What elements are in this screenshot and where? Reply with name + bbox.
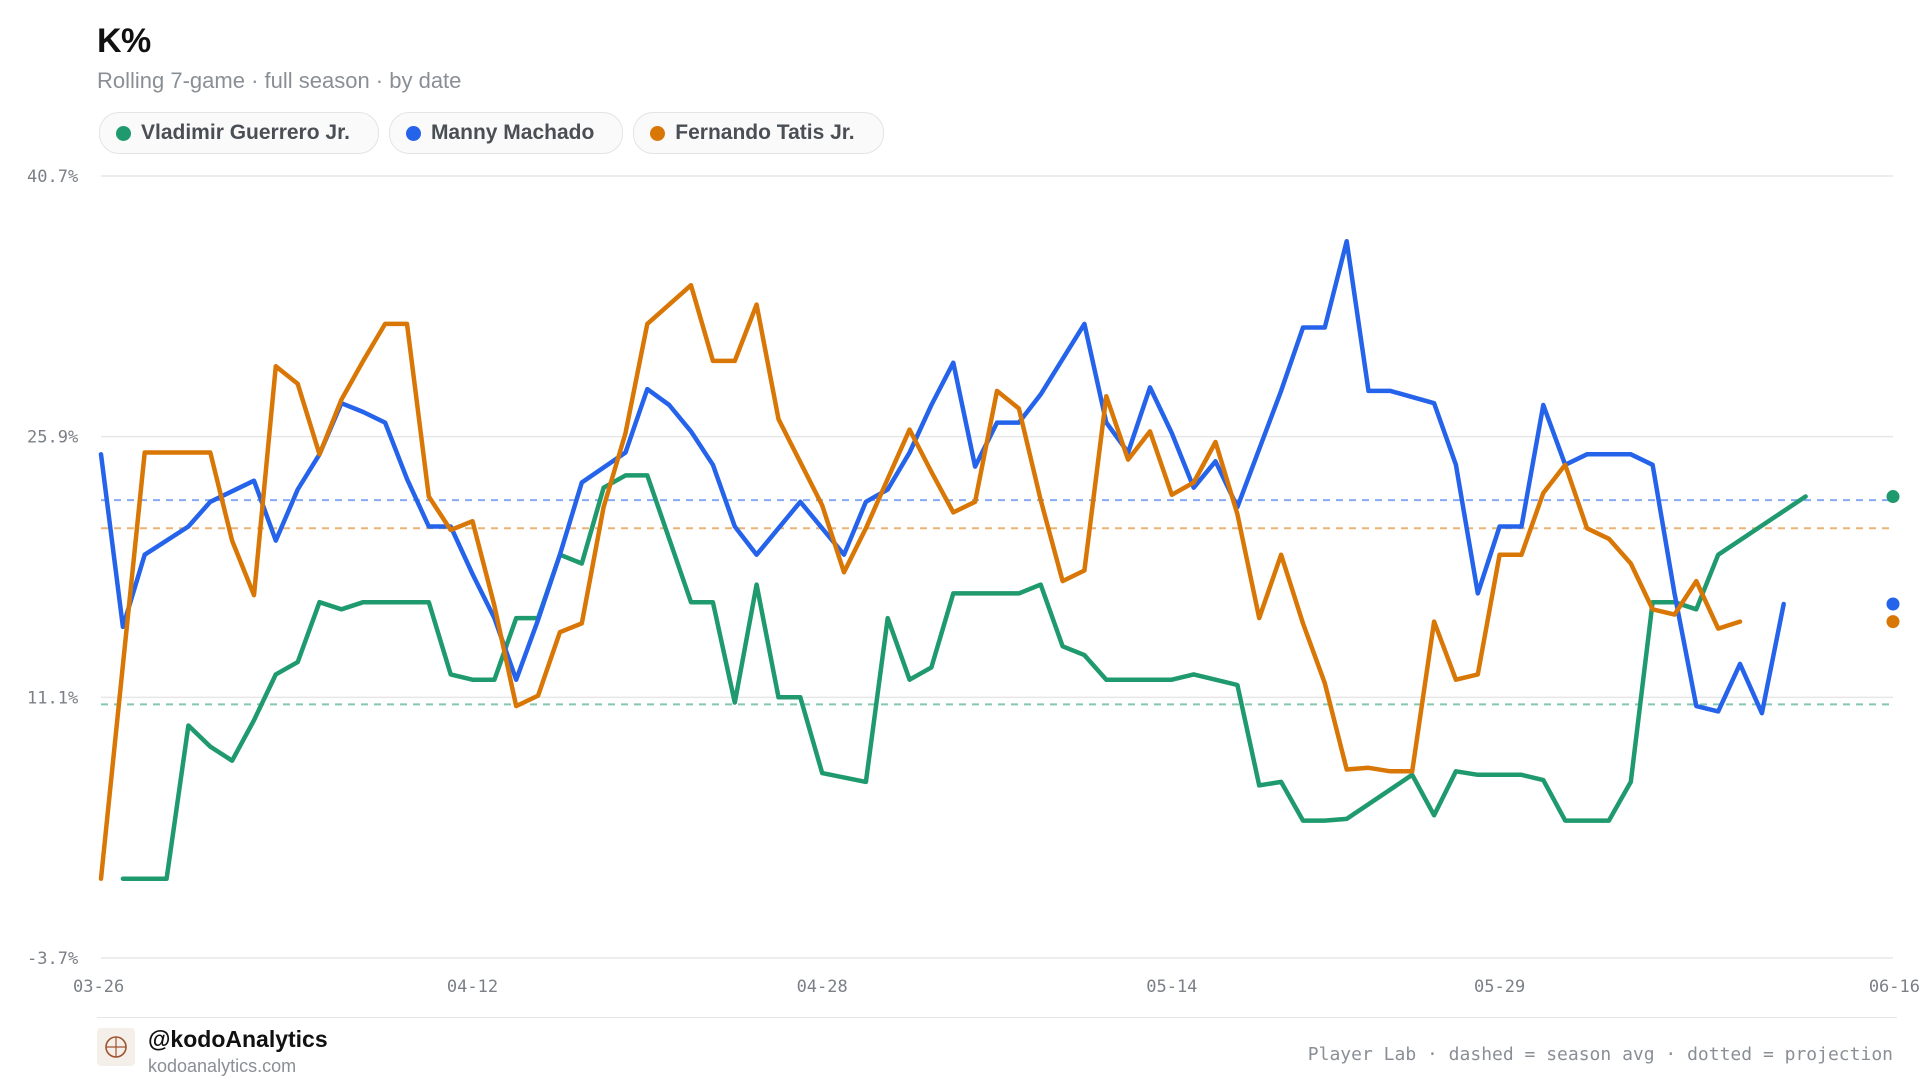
legend-item-tatis[interactable]: Fernando Tatis Jr.	[633, 112, 884, 154]
series-layer	[98, 238, 1900, 881]
legend-item-guerrero[interactable]: Vladimir Guerrero Jr.	[99, 112, 379, 154]
brand-site[interactable]: kodoanalytics.com	[148, 1056, 297, 1076]
legend-item-machado[interactable]: Manny Machado	[388, 112, 624, 154]
y-tick-label: 40.7%	[27, 167, 78, 187]
x-tick-label: 04-12	[447, 977, 498, 997]
legend-dot-guerrero	[116, 125, 131, 141]
series-line-0[interactable]	[120, 473, 1808, 881]
legend: Vladimir Guerrero Jr. Manny Machado Fern…	[99, 112, 884, 154]
legend-dot-tatis	[650, 125, 666, 141]
tick-layer: 40.7% 25.9% 11.1% -3.7% 03-26 04-12 04-28 05-14…	[27, 167, 1920, 997]
grid-layer	[101, 175, 1893, 959]
brand-logo	[97, 1028, 135, 1066]
chart-note: Player Lab · dashed = season avg · dotte…	[1307, 1044, 1893, 1065]
footer-divider	[97, 1017, 1897, 1018]
crosshair-icon	[105, 1036, 127, 1058]
legend-label: Fernando Tatis Jr.	[675, 121, 855, 144]
brand-handle[interactable]: @kodoAnalytics	[148, 1026, 328, 1052]
series-end-point-2[interactable]	[1886, 615, 1900, 629]
y-tick-label: 11.1%	[27, 688, 78, 708]
series-line-1[interactable]	[98, 238, 1786, 716]
chart-subtitle: Rolling 7-game · full season · by date	[97, 68, 462, 93]
line-chart: 40.7% 25.9% 11.1% -3.7% 03-26 04-12 04-28 05-14…	[27, 167, 1920, 997]
x-tick-label: 06-16	[1869, 977, 1920, 997]
x-tick-label: 05-14	[1146, 977, 1197, 997]
series-end-point-1[interactable]	[1886, 597, 1900, 611]
y-tick-label: -3.7%	[27, 949, 78, 969]
legend-label: Manny Machado	[430, 121, 595, 144]
x-tick-label: 03-26	[73, 977, 124, 997]
x-tick-label: 05-29	[1474, 977, 1525, 997]
series-end-point-0[interactable]	[1886, 490, 1900, 504]
y-tick-label: 25.9%	[27, 428, 78, 448]
series-line-2[interactable]	[98, 282, 1743, 881]
legend-label: Vladimir Guerrero Jr.	[141, 121, 350, 144]
legend-dot-machado	[405, 125, 421, 141]
chart-title: K%	[97, 22, 151, 60]
x-tick-label: 04-28	[797, 977, 848, 997]
